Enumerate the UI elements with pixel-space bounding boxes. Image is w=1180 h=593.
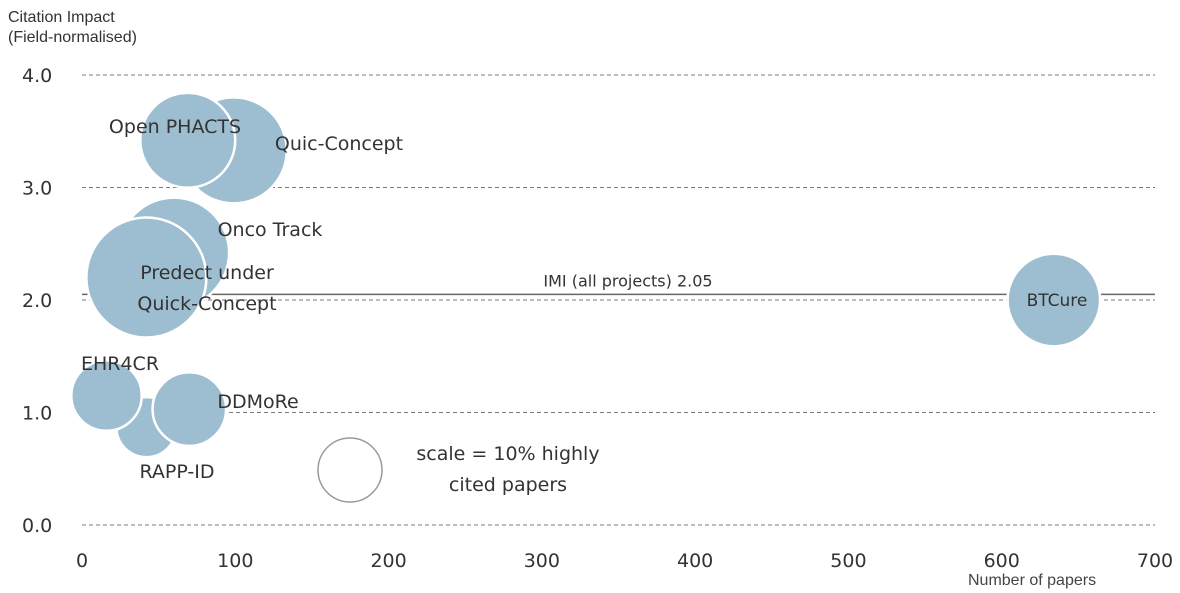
y-axis-title: Citation Impact (Field-normalised) (8, 8, 137, 48)
x-tick-label: 0 (76, 550, 88, 572)
bubble-label-quic-concept: Quic-Concept (275, 133, 403, 155)
y-tick-label: 4.0 (22, 65, 52, 87)
legend-label-line1: scale = 10% highly (416, 443, 599, 465)
reference-layer: IMI (all projects) 2.05 (82, 271, 1155, 296)
bubble-label-btcure: BTCure (1027, 291, 1088, 311)
x-tick-label: 300 (524, 550, 560, 572)
y-tick-label: 1.0 (22, 403, 52, 425)
bubble-label-rapp-id: RAPP-ID (139, 461, 214, 483)
x-tick-label: 600 (984, 550, 1020, 572)
label-layer: Quic-Concept Open PHACTS Onco Track Predect… (81, 116, 1087, 483)
bubble-ehr4cr (70, 359, 143, 433)
reference-line-label: IMI (all projects) 2.05 (543, 271, 712, 290)
bubble-label-onco-track: Onco Track (218, 219, 323, 241)
x-tick-label: 400 (677, 550, 713, 572)
tick-layer: 0.0 1.0 2.0 3.0 4.0 0 100 200 300 400 500 600 700 (22, 65, 1173, 572)
bubble-open-phacts (139, 91, 237, 189)
bubble-label-open-phacts: Open PHACTS (109, 116, 241, 138)
bubble-ddmore (151, 371, 228, 448)
y-tick-label: 2.0 (22, 290, 52, 312)
x-tick-label: 700 (1137, 550, 1173, 572)
y-tick-label: 3.0 (22, 178, 52, 200)
x-axis-title: Number of papers (968, 572, 1097, 589)
bubble-label-ehr4cr: EHR4CR (81, 353, 159, 375)
bubble-btcure (1006, 252, 1102, 348)
x-tick-label: 500 (830, 550, 866, 572)
legend-scale-circle (317, 437, 383, 503)
y-tick-label: 0.0 (22, 515, 52, 537)
x-tick-label: 200 (370, 550, 406, 572)
bubble-predect-under (85, 216, 208, 339)
legend-label-line2: cited papers (449, 474, 567, 496)
bubble-layer (70, 91, 1102, 459)
x-tick-label: 100 (217, 550, 253, 572)
bubble-label-predect-under: Predect under (140, 262, 274, 284)
legend: scale = 10% highly cited papers (317, 437, 600, 503)
bubble-label-ddmore: DDMoRe (217, 391, 298, 413)
y-axis-title-line1: Citation Impact (8, 9, 115, 26)
y-axis-title-line2: (Field-normalised) (8, 29, 137, 46)
bubble-label-quick-concept: Quick-Concept (137, 293, 276, 315)
